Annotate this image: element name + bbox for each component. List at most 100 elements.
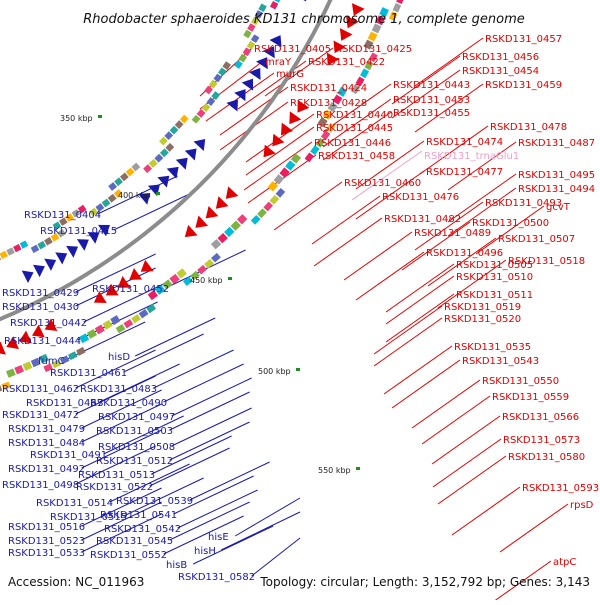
reverse-label-connector (81, 429, 162, 469)
forward-label-connector (414, 201, 484, 251)
forward-gene-label: RSKD131_0520 (444, 314, 521, 325)
forward-gene-label: RSKD131_0487 (518, 138, 595, 149)
forward-label-connector (414, 37, 484, 87)
forward-gene-label: RSKD131_0456 (462, 52, 539, 63)
reverse-label-connector (220, 511, 301, 551)
cog-block (238, 53, 248, 63)
cog-block (119, 172, 129, 182)
forward-gene-label: RSKD131_0443 (393, 80, 470, 91)
forward-label-connector (322, 98, 392, 148)
forward-gene-label: atpC (553, 557, 576, 568)
forward-gene-arrow (44, 318, 58, 331)
cog-block (13, 243, 22, 253)
forward-label-connector (343, 231, 413, 281)
cog-block (234, 60, 243, 69)
reverse-label-connector (163, 515, 244, 555)
cog-block (257, 208, 267, 219)
reverse-gene-label: RSKD131_0430 (2, 302, 79, 313)
cog-block (364, 60, 374, 71)
forward-gene-label: rpsD (570, 500, 594, 511)
reverse-gene-arrow (234, 89, 246, 102)
reverse-gene-label: hisH (194, 546, 216, 557)
cog-block (162, 279, 173, 290)
forward-gene-label: RSKD131_0457 (485, 34, 562, 45)
forward-label-connector (475, 205, 545, 255)
forward-gene-arrow (326, 52, 340, 66)
cog-block (285, 160, 296, 171)
cog-block (38, 353, 49, 364)
forward-gene-arrow (19, 330, 32, 344)
reverse-gene-arrow (166, 166, 179, 179)
forward-label-connector (431, 415, 501, 465)
forward-label-connector (355, 140, 425, 190)
forward-label-connector (432, 438, 502, 488)
reverse-gene-label: RSKD131_0429 (2, 288, 79, 299)
kbp-tick-mark (296, 368, 300, 371)
reverse-label-connector (75, 445, 156, 485)
forward-gene-arrow (129, 268, 143, 280)
reverse-gene-arrow (303, 0, 307, 2)
cog-block (258, 3, 267, 12)
cog-block (43, 363, 53, 373)
cog-block (174, 120, 184, 130)
forward-label-connector (414, 83, 484, 133)
reverse-gene-arrow (21, 270, 34, 284)
forward-gene-arrow (195, 215, 209, 228)
cog-block (143, 164, 152, 174)
cog-block (396, 0, 404, 5)
forward-gene-label: RSKD131_0559 (492, 392, 569, 403)
cog-block (201, 103, 211, 112)
reverse-label-connector (151, 435, 232, 475)
cog-block (89, 207, 99, 217)
cog-block (58, 217, 68, 226)
reverse-gene-label: RSKD131_0484 (8, 438, 85, 449)
reverse-gene-label: RSKD131_0512 (96, 456, 173, 467)
forward-label-connector (421, 395, 491, 445)
cog-block (44, 237, 53, 246)
forward-gene-label: RSKD131_0518 (508, 256, 585, 267)
reverse-label-connector (81, 513, 162, 553)
forward-label-connector (313, 217, 383, 267)
cog-block (146, 303, 157, 314)
forward-label-connector (401, 221, 471, 271)
kbp-tick-mark (356, 467, 360, 470)
kbp-tick-label: 500 kbp (258, 367, 291, 376)
forward-gene-arrow (105, 283, 119, 296)
forward-label-connector (383, 345, 453, 395)
cog-block (59, 355, 70, 365)
reverse-label-connector (192, 525, 274, 565)
forward-label-connector (437, 455, 507, 505)
cog-block (197, 264, 207, 275)
cog-block (138, 309, 149, 319)
reverse-gene-arrow (76, 239, 89, 251)
forward-gene-arrow (31, 324, 45, 338)
forward-gene-arrow (339, 28, 353, 41)
cog-block (37, 240, 47, 250)
reverse-gene-arrow (55, 252, 68, 265)
cog-block (176, 268, 187, 279)
forward-gene-label: RSKD131_0511 (456, 290, 533, 301)
gene-labels: RSKD131_0405 RSKD131_0425 mraY RSKD131_0422… (2, 34, 599, 583)
forward-label-connector (447, 187, 517, 237)
cog-block (131, 162, 141, 172)
reverse-label-connector (83, 283, 164, 323)
cog-block (52, 221, 62, 230)
forward-label-connector (499, 503, 569, 553)
cog-block (165, 142, 175, 152)
cog-block (350, 84, 361, 95)
cog-block (77, 204, 87, 214)
reverse-gene-label: RSKD131_0444 (4, 336, 81, 347)
reverse-gene-arrow (184, 148, 197, 161)
cog-block (125, 167, 135, 177)
reverse-label-connector (99, 363, 180, 403)
cog-block (65, 213, 74, 222)
reverse-gene-label: RSKD131_0442 (10, 318, 87, 329)
reverse-gene-label: RSKD131_0582 (178, 572, 255, 583)
cog-color-tracks (0, 0, 404, 392)
cog-block (243, 29, 252, 39)
forward-label-connector (311, 195, 381, 245)
cog-block (159, 136, 168, 146)
cog-block (279, 167, 290, 178)
cog-block (204, 85, 213, 95)
cog-block (211, 91, 221, 100)
